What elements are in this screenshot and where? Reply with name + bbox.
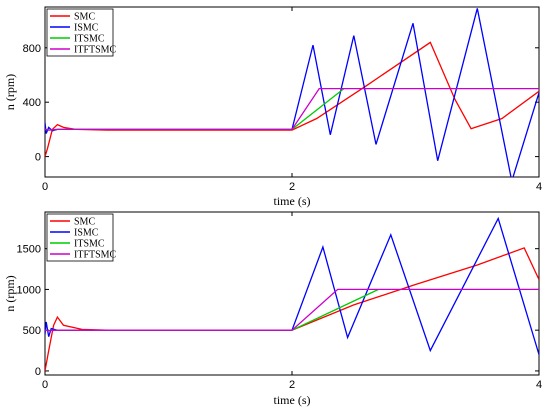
x-axis-label-1: time (s) [274, 393, 311, 407]
legend-label-itftsmc-0: ITFTSMC [74, 45, 117, 56]
plot-area-0 [44, 6, 540, 178]
series-line-smc-0 [45, 41, 539, 157]
legend-label-itsmc-1: ITSMC [74, 239, 105, 250]
y-axis-label-0: n (rpm) [3, 74, 17, 110]
legend-label-ismc-1: ISMC [74, 228, 99, 239]
legend-box-1 [46, 213, 114, 262]
legend-label-smc-1: SMC [74, 217, 95, 228]
y-tick-label-1-3: 1500 [17, 244, 41, 256]
x-tick-label-0-1: 2 [289, 181, 295, 193]
x-tick-label-1-2: 4 [536, 379, 542, 391]
legend-label-smc-0: SMC [74, 12, 95, 23]
y-tick-label-1-2: 1000 [17, 284, 41, 296]
x-tick-label-1-0: 0 [42, 379, 48, 391]
legend-label-itftsmc-1: ITFTSMC [74, 250, 117, 261]
legend-box-0 [46, 8, 114, 57]
y-tick-label-1-0: 0 [35, 366, 41, 378]
x-tick-label-0-0: 0 [42, 181, 48, 193]
y-axis-label-1: n (rpm) [3, 275, 17, 311]
series-line-itftsmc-1 [45, 288, 539, 332]
y-tick-label-0-1: 400 [23, 97, 41, 109]
x-axis-label-0: time (s) [274, 194, 311, 208]
series-line-itftsmc-0 [45, 87, 539, 131]
x-tick-label-1-1: 2 [289, 379, 295, 391]
y-tick-label-0-0: 0 [35, 152, 41, 164]
legend-label-itsmc-0: ITSMC [74, 34, 105, 45]
legend-label-ismc-0: ISMC [74, 23, 99, 34]
y-tick-label-1-1: 500 [23, 325, 41, 337]
y-tick-label-0-2: 800 [23, 43, 41, 55]
x-tick-label-0-2: 4 [536, 181, 542, 193]
plot-area-1 [44, 211, 540, 376]
